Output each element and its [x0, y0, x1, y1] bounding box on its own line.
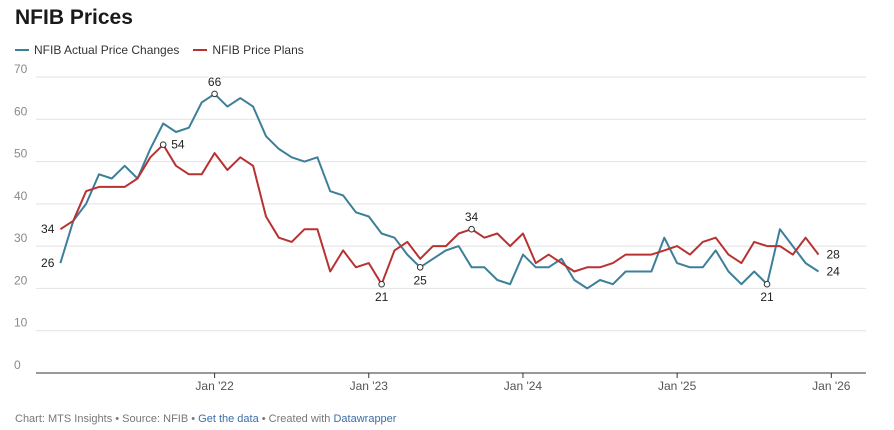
- data-label: 66: [208, 75, 222, 89]
- chart-footer: Chart: MTS Insights • Source: NFIB • Get…: [15, 413, 396, 425]
- legend-label-plans: NFIB Price Plans: [212, 43, 304, 57]
- data-point-marker: [416, 263, 424, 271]
- data-label: 54: [171, 138, 185, 152]
- footer-separator: • Created with: [258, 413, 334, 425]
- data-label: 21: [760, 290, 774, 304]
- legend-swatch-actual: [15, 49, 29, 51]
- y-tick-label: 60: [14, 104, 28, 118]
- y-tick-label: 30: [14, 231, 28, 245]
- series-line-actual: [59, 92, 820, 290]
- data-label: 34: [465, 210, 479, 224]
- data-label: 21: [375, 290, 389, 304]
- data-label: 26: [41, 256, 55, 270]
- data-label: 28: [826, 248, 840, 262]
- data-label: 24: [826, 265, 840, 279]
- y-tick-label: 10: [14, 316, 28, 330]
- y-tick-label: 50: [14, 147, 28, 161]
- series-line-plans: [59, 143, 820, 286]
- data-label: 25: [413, 273, 427, 287]
- data-point-marker: [159, 141, 167, 148]
- x-tick-label: Jan '25: [658, 379, 697, 393]
- x-tick-label: Jan '22: [195, 379, 234, 393]
- x-tick-label: Jan '24: [504, 379, 543, 393]
- y-tick-label: 20: [14, 273, 28, 287]
- x-tick-label: Jan '23: [350, 379, 389, 393]
- legend-item-plans: NFIB Price Plans: [193, 43, 304, 57]
- legend-swatch-plans: [193, 49, 208, 51]
- datawrapper-link[interactable]: Datawrapper: [333, 413, 397, 425]
- y-tick-label: 0: [14, 358, 21, 372]
- y-tick-label: 40: [14, 189, 28, 203]
- legend-label-actual: NFIB Actual Price Changes: [34, 43, 180, 57]
- x-tick-label: Jan '26: [812, 379, 851, 393]
- data-point-marker: [211, 90, 218, 98]
- data-point-marker: [468, 225, 475, 233]
- y-tick-label: 70: [14, 62, 28, 76]
- footer-source: Chart: MTS Insights • Source: NFIB •: [15, 413, 199, 425]
- data-label: 34: [41, 222, 55, 236]
- get-the-data-link[interactable]: Get the data: [198, 413, 259, 425]
- legend-item-actual: NFIB Actual Price Changes: [15, 43, 179, 57]
- data-point-marker: [763, 280, 771, 288]
- data-point-marker: [378, 280, 385, 288]
- chart-legend: NFIB Actual Price Changes NFIB Price Pla…: [15, 43, 304, 57]
- chart-title: NFIB Prices: [15, 6, 133, 29]
